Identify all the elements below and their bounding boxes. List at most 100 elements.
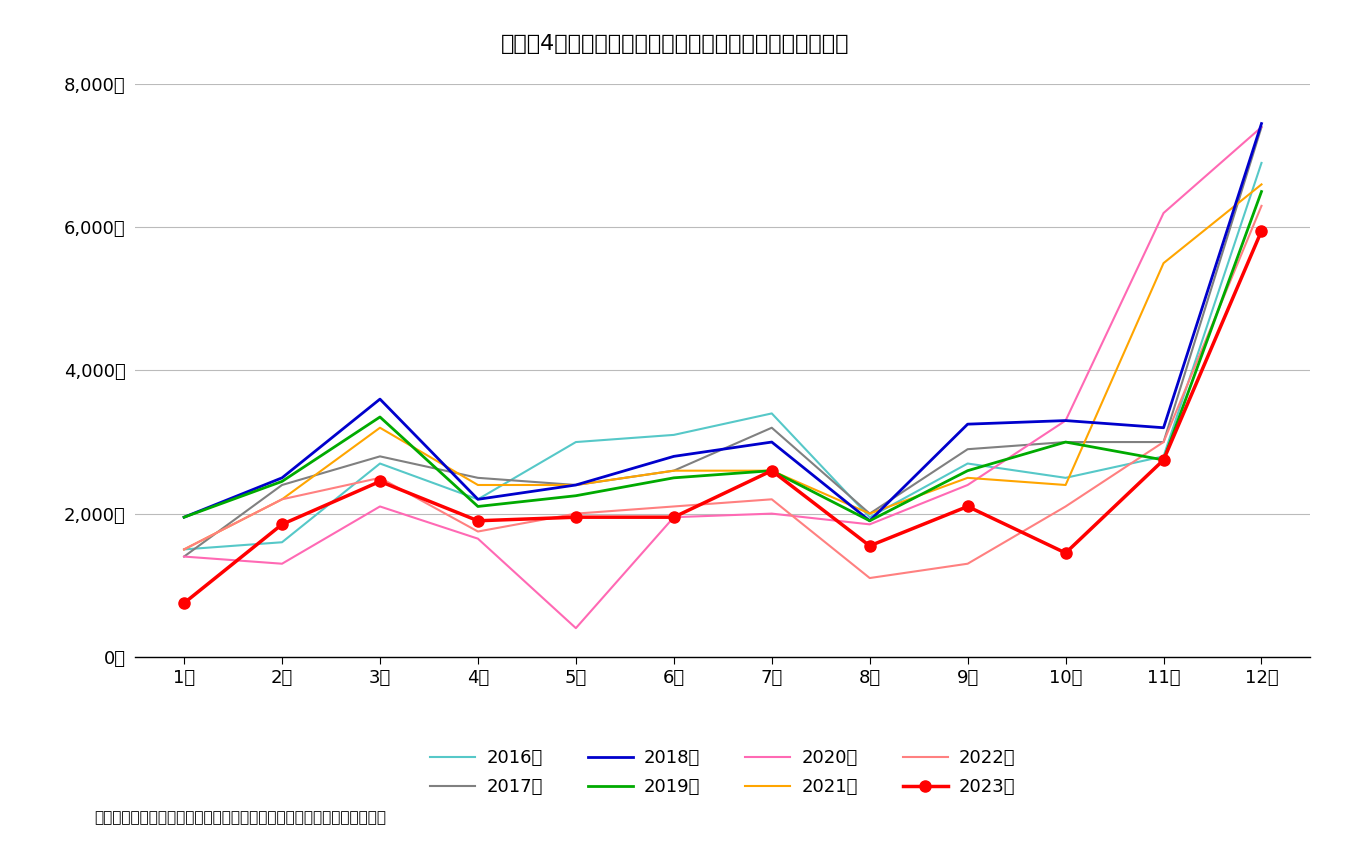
2018年 [176,512,192,522]
2020年 [763,509,780,519]
2018年 [666,451,682,461]
2019年 [470,501,486,511]
2023年 [862,541,878,551]
2017年 [666,466,682,476]
2022年 [1155,437,1171,447]
2023年 [372,477,388,487]
2022年 [274,494,290,504]
2022年 [763,494,780,504]
2020年 [470,534,486,544]
2020年 [274,559,290,569]
2022年 [862,573,878,583]
2020年 [959,480,975,490]
2023年 [176,598,192,608]
2017年 [372,451,388,461]
2016年 [959,458,975,468]
2017年 [567,480,584,490]
2023年 [666,512,682,522]
2016年 [1058,473,1074,483]
2018年 [470,494,486,504]
2017年 [862,509,878,519]
2018年 [372,394,388,404]
2019年 [959,466,975,476]
2020年 [862,520,878,530]
2021年 [470,480,486,490]
Text: （出所）不動産経済研究所のデータをもとにニッセイ基礎研究所が作成: （出所）不動産経済研究所のデータをもとにニッセイ基礎研究所が作成 [95,810,386,825]
2022年 [470,526,486,536]
Line: 2020年: 2020年 [184,127,1262,628]
2023年 [959,501,975,511]
2018年 [274,473,290,483]
2022年 [1254,200,1270,210]
2017年 [1058,437,1074,447]
2020年 [666,512,682,522]
2018年 [763,437,780,447]
Line: 2023年: 2023年 [178,226,1267,609]
2023年 [1058,548,1074,558]
2023年 [567,512,584,522]
2019年 [1155,455,1171,465]
2018年 [1254,119,1270,129]
2016年 [372,458,388,468]
Line: 2018年: 2018年 [184,124,1262,520]
2019年 [372,412,388,422]
2021年 [1254,179,1270,189]
2020年 [372,501,388,511]
2016年 [763,408,780,418]
2021年 [274,494,290,504]
2016年 [470,494,486,504]
2023年 [274,520,290,530]
2023年 [470,515,486,525]
2022年 [567,509,584,519]
2017年 [1155,437,1171,447]
2019年 [862,515,878,525]
2016年 [274,537,290,547]
2021年 [862,509,878,519]
2017年 [176,552,192,562]
2021年 [666,466,682,476]
2020年 [1058,415,1074,425]
2018年 [1155,423,1171,433]
2018年 [862,515,878,525]
Line: 2022年: 2022年 [184,205,1262,578]
Line: 2016年: 2016年 [184,163,1262,549]
2019年 [763,466,780,476]
2022年 [959,559,975,569]
2017年 [470,473,486,483]
2016年 [666,429,682,440]
2019年 [567,491,584,501]
2021年 [1058,480,1074,490]
2022年 [666,501,682,511]
2017年 [1254,122,1270,132]
2018年 [959,419,975,429]
2016年 [567,437,584,447]
Text: 図表－4　首都圈のマンション新規発売戸数（暦年比較）: 図表－4 首都圈のマンション新規発売戸数（暦年比較） [501,34,850,54]
2018年 [567,480,584,490]
2016年 [1254,157,1270,168]
2020年 [176,552,192,562]
2022年 [1058,501,1074,511]
2021年 [372,423,388,433]
Line: 2019年: 2019年 [184,191,1262,520]
2016年 [1155,451,1171,461]
Line: 2017年: 2017年 [184,127,1262,557]
2019年 [1254,186,1270,196]
2023年 [763,466,780,476]
2018年 [1058,415,1074,425]
2016年 [176,544,192,554]
2023年 [1155,455,1171,465]
2019年 [176,512,192,522]
2021年 [763,466,780,476]
2021年 [1155,258,1171,268]
2023年 [1254,226,1270,236]
2020年 [1254,122,1270,132]
2020年 [1155,208,1171,218]
2020年 [567,623,584,633]
Line: 2021年: 2021年 [184,184,1262,549]
2021年 [176,544,192,554]
2016年 [862,512,878,522]
2021年 [567,480,584,490]
Legend: 2016年, 2017年, 2018年, 2019年, 2020年, 2021年, 2022年, 2023年: 2016年, 2017年, 2018年, 2019年, 2020年, 2021年… [422,740,1024,805]
2019年 [274,477,290,487]
2019年 [1058,437,1074,447]
